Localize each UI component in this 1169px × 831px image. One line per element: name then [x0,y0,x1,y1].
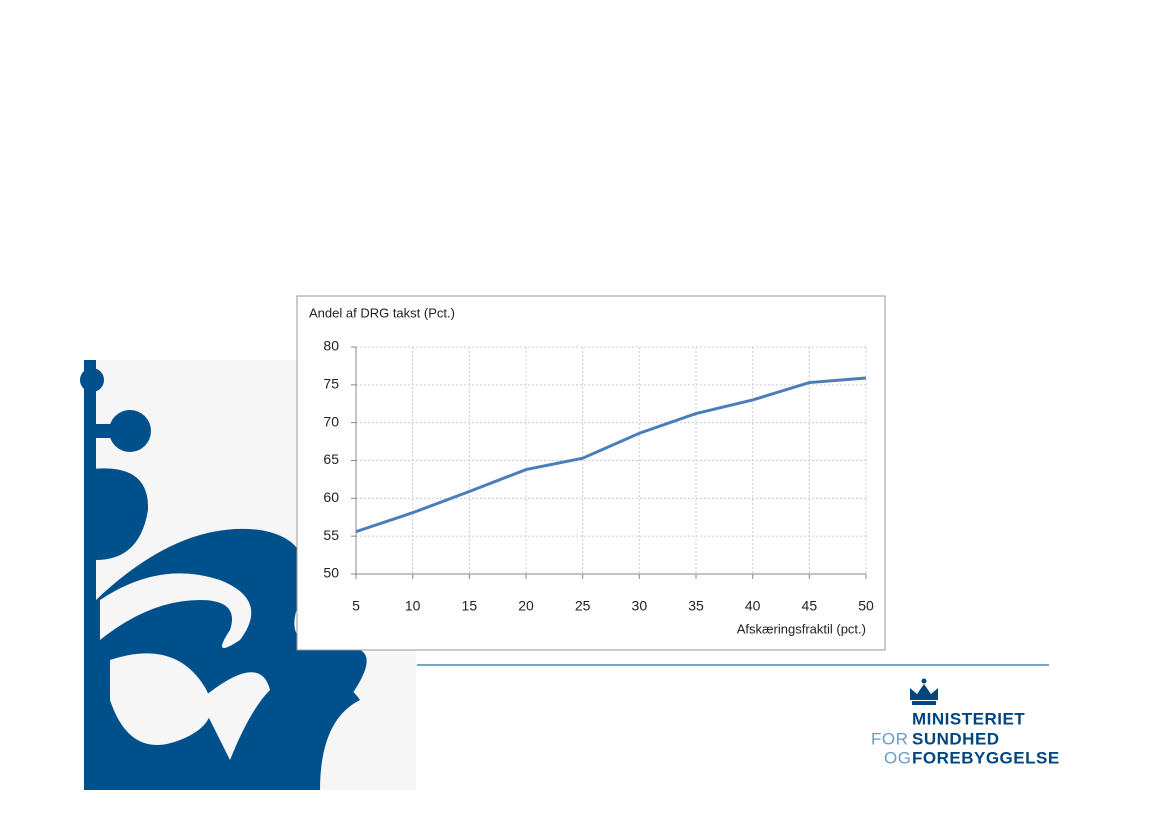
logo-line: FOREBYGGELSE [912,748,1060,767]
chart-frame [296,295,886,651]
x-tick-label: 45 [802,598,818,614]
y-tick-label: 80 [323,338,339,354]
x-axis-title: Afskæringsfraktil (pct.) [737,621,866,636]
y-tick-label: 75 [323,376,339,392]
x-tick-label: 5 [352,598,360,614]
logo-line: MINISTERIET [912,709,1025,728]
decor-cutouts [100,573,270,760]
y-tick-label: 55 [323,527,339,543]
crown-icon [910,678,938,705]
x-tick-label: 50 [858,598,874,614]
y-axis-title: Andel af DRG takst (Pct.) [309,305,455,320]
x-tick-label: 20 [518,598,534,614]
x-tick-label: 35 [688,598,704,614]
logo-prefix: FOR [871,729,908,748]
plot: 50 55 60 65 70 75 80 5 10 15 20 25 30 35 40 45 50 [323,338,874,614]
x-tick-label: 10 [405,598,421,614]
y-tick-label: 65 [323,451,339,467]
y-tick-label: 70 [323,413,339,429]
logo-line: SUNDHED [912,729,1000,748]
y-tick-label: 50 [323,565,339,581]
data-line [355,376,867,534]
y-tick-label: 60 [323,489,339,505]
x-tick-label: 30 [632,598,648,614]
x-tick-label: 25 [575,598,591,614]
logo-prefix: OG [884,748,911,767]
x-tick-label: 40 [745,598,761,614]
x-tick-label: 15 [462,598,478,614]
